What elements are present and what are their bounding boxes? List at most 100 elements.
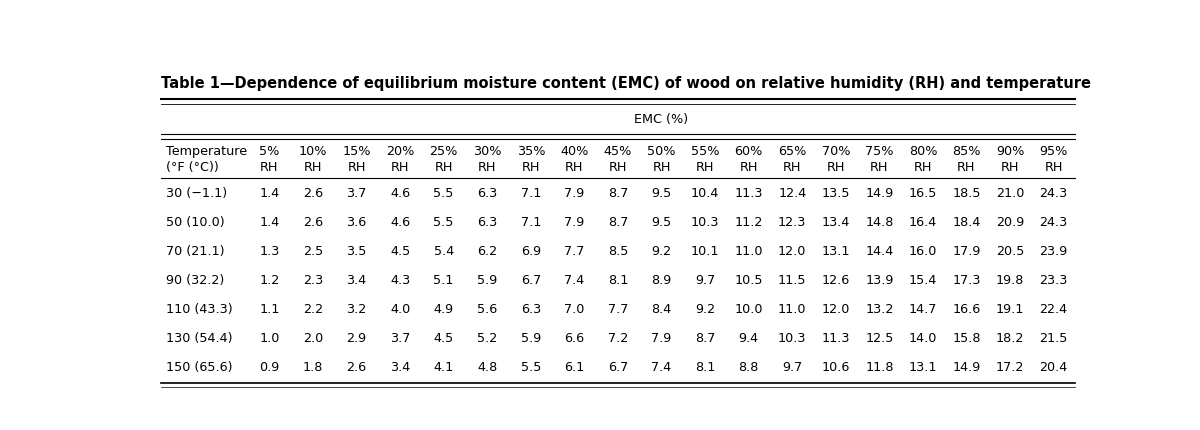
Text: 16.6: 16.6 [953, 302, 980, 315]
Text: RH: RH [782, 161, 802, 174]
Text: 1.0: 1.0 [259, 331, 280, 344]
Text: 6.7: 6.7 [521, 273, 541, 286]
Text: 4.1: 4.1 [433, 360, 454, 373]
Text: 15%: 15% [342, 144, 371, 157]
Text: 30 (−1.1): 30 (−1.1) [166, 187, 227, 200]
Text: 5.9: 5.9 [521, 331, 541, 344]
Text: 7.9: 7.9 [652, 331, 672, 344]
Text: 10.0: 10.0 [734, 302, 763, 315]
Text: 1.1: 1.1 [259, 302, 280, 315]
Text: 6.6: 6.6 [564, 331, 584, 344]
Text: 20%: 20% [386, 144, 414, 157]
Text: 7.4: 7.4 [652, 360, 672, 373]
Text: 6.3: 6.3 [521, 302, 541, 315]
Text: 7.1: 7.1 [521, 187, 541, 200]
Text: 10.3: 10.3 [778, 331, 806, 344]
Text: RH: RH [391, 161, 409, 174]
Text: 8.8: 8.8 [738, 360, 758, 373]
Text: 6.3: 6.3 [478, 216, 497, 229]
Text: 3.4: 3.4 [347, 273, 367, 286]
Text: 10.1: 10.1 [691, 245, 719, 258]
Text: 10.6: 10.6 [822, 360, 850, 373]
Text: RH: RH [958, 161, 976, 174]
Text: 5.5: 5.5 [433, 187, 454, 200]
Text: 8.7: 8.7 [607, 187, 628, 200]
Text: 8.1: 8.1 [607, 273, 628, 286]
Text: 3.6: 3.6 [347, 216, 367, 229]
Text: 7.4: 7.4 [564, 273, 584, 286]
Text: 16.4: 16.4 [908, 216, 937, 229]
Text: 8.1: 8.1 [695, 360, 715, 373]
Text: 4.6: 4.6 [390, 216, 410, 229]
Text: 11.5: 11.5 [778, 273, 806, 286]
Text: 3.2: 3.2 [347, 302, 367, 315]
Text: 4.0: 4.0 [390, 302, 410, 315]
Text: 4.5: 4.5 [390, 245, 410, 258]
Text: RH: RH [827, 161, 845, 174]
Text: 22.4: 22.4 [1039, 302, 1068, 315]
Text: 5.4: 5.4 [433, 245, 454, 258]
Text: 50%: 50% [647, 144, 676, 157]
Text: 8.4: 8.4 [652, 302, 672, 315]
Text: 15.8: 15.8 [952, 331, 980, 344]
Text: 1.8: 1.8 [302, 360, 323, 373]
Text: RH: RH [478, 161, 497, 174]
Text: 10.3: 10.3 [691, 216, 719, 229]
Text: 5.9: 5.9 [478, 273, 497, 286]
Text: 12.3: 12.3 [778, 216, 806, 229]
Text: 55%: 55% [691, 144, 719, 157]
Text: 150 (65.6): 150 (65.6) [166, 360, 233, 373]
Text: 90%: 90% [996, 144, 1024, 157]
Text: 1.4: 1.4 [259, 187, 280, 200]
Text: 11.3: 11.3 [822, 331, 850, 344]
Text: RH: RH [565, 161, 583, 174]
Text: RH: RH [870, 161, 888, 174]
Text: 50 (10.0): 50 (10.0) [166, 216, 224, 229]
Text: 11.3: 11.3 [734, 187, 763, 200]
Text: 18.4: 18.4 [953, 216, 980, 229]
Text: 23.9: 23.9 [1039, 245, 1068, 258]
Text: 18.2: 18.2 [996, 331, 1024, 344]
Text: 6.9: 6.9 [521, 245, 541, 258]
Text: 8.7: 8.7 [695, 331, 715, 344]
Text: 5.5: 5.5 [433, 216, 454, 229]
Text: 23.3: 23.3 [1039, 273, 1068, 286]
Text: 3.4: 3.4 [390, 360, 410, 373]
Text: 2.6: 2.6 [302, 216, 323, 229]
Text: 12.4: 12.4 [778, 187, 806, 200]
Text: 30%: 30% [473, 144, 502, 157]
Text: 13.1: 13.1 [908, 360, 937, 373]
Text: 4.3: 4.3 [390, 273, 410, 286]
Text: 13.5: 13.5 [822, 187, 850, 200]
Text: 70%: 70% [822, 144, 850, 157]
Text: 25%: 25% [430, 144, 458, 157]
Text: 9.7: 9.7 [695, 273, 715, 286]
Text: 7.7: 7.7 [607, 302, 628, 315]
Text: 4.9: 4.9 [433, 302, 454, 315]
Text: 5.2: 5.2 [478, 331, 497, 344]
Text: 4.6: 4.6 [390, 187, 410, 200]
Text: 9.5: 9.5 [652, 216, 672, 229]
Text: Temperature: Temperature [166, 144, 247, 157]
Text: 16.0: 16.0 [908, 245, 937, 258]
Text: 14.0: 14.0 [908, 331, 937, 344]
Text: 12.0: 12.0 [822, 302, 850, 315]
Text: RH: RH [1001, 161, 1019, 174]
Text: RH: RH [522, 161, 540, 174]
Text: 14.8: 14.8 [865, 216, 894, 229]
Text: 11.0: 11.0 [778, 302, 806, 315]
Text: 21.5: 21.5 [1039, 331, 1068, 344]
Text: 16.5: 16.5 [908, 187, 937, 200]
Text: 2.6: 2.6 [347, 360, 367, 373]
Text: 2.3: 2.3 [302, 273, 323, 286]
Text: 19.8: 19.8 [996, 273, 1024, 286]
Text: 9.4: 9.4 [738, 331, 758, 344]
Text: RH: RH [653, 161, 671, 174]
Text: RH: RH [608, 161, 628, 174]
Text: 2.5: 2.5 [302, 245, 323, 258]
Text: 3.7: 3.7 [347, 187, 367, 200]
Text: RH: RH [347, 161, 366, 174]
Text: 21.0: 21.0 [996, 187, 1024, 200]
Text: 7.7: 7.7 [564, 245, 584, 258]
Text: 14.4: 14.4 [865, 245, 894, 258]
